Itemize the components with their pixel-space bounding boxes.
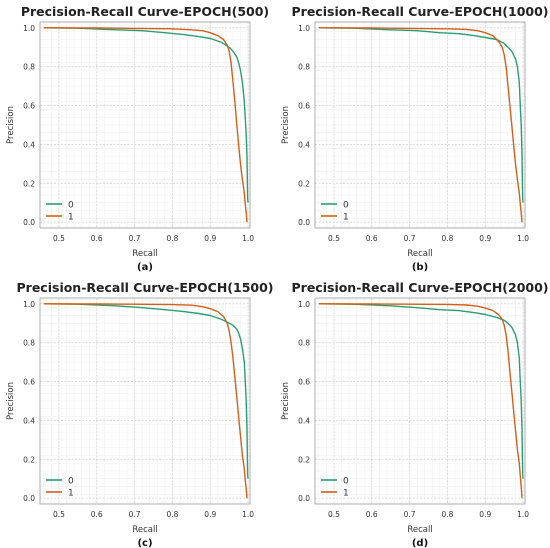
x-tick-label: 0.7 — [404, 510, 416, 519]
legend-label: 0 — [68, 201, 74, 211]
series-line-0 — [318, 303, 524, 479]
y-tick-label: 0.6 — [23, 102, 35, 111]
plot-frame — [314, 21, 526, 229]
y-tick-label: 0.8 — [298, 63, 310, 72]
chart-title: Precision-Recall Curve-EPOCH(1500) — [17, 280, 274, 295]
chart-panel-2: Precision-Recall Curve-EPOCH(1000) 0.5 0.6… — [281, 4, 549, 273]
y-tick-label: 0.2 — [23, 455, 35, 464]
series-line-1 — [318, 303, 523, 499]
y-axis-label: Precision — [281, 106, 291, 144]
chart-title: Precision-Recall Curve-EPOCH(2000) — [292, 280, 549, 295]
legend-label: 0 — [343, 477, 349, 487]
major-grid — [315, 22, 525, 228]
x-axis-label: Recall — [407, 525, 432, 535]
y-tick-label: 0.8 — [23, 339, 35, 348]
x-tick-label: 0.5 — [53, 234, 65, 243]
chart-title: Precision-Recall Curve-EPOCH(500) — [21, 4, 269, 19]
y-tick-label: 0.0 — [298, 494, 310, 503]
y-tick-label: 0.6 — [23, 378, 35, 387]
x-tick-label: 0.9 — [479, 510, 491, 519]
y-tick-label: 0.6 — [298, 102, 310, 111]
plot-frame — [39, 297, 251, 505]
x-tick-label: 1.0 — [517, 234, 529, 243]
series-line-0 — [43, 27, 249, 203]
y-tick-label: 0.2 — [298, 455, 310, 464]
panel-caption: (b) — [412, 262, 428, 273]
chart-title: Precision-Recall Curve-EPOCH(1000) — [292, 4, 549, 19]
x-tick-label: 0.8 — [441, 234, 453, 243]
y-tick-label: 1.0 — [23, 300, 35, 309]
y-tick-label: 0.8 — [23, 63, 35, 72]
legend: 01 — [46, 477, 74, 499]
legend-label: 0 — [68, 477, 74, 487]
x-axis-label: Recall — [407, 249, 432, 259]
minor-grid — [40, 298, 250, 504]
plot-frame — [314, 297, 526, 505]
x-tick-label: 0.8 — [166, 234, 178, 243]
x-tick-label: 1.0 — [517, 510, 529, 519]
x-tick-label: 0.6 — [91, 510, 103, 519]
chart-panel-4: Precision-Recall Curve-EPOCH(2000) 0.5 0.6… — [281, 280, 549, 548]
y-tick-label: 0.8 — [298, 339, 310, 348]
y-tick-label: 1.0 — [298, 24, 310, 33]
x-tick-label: 0.5 — [328, 234, 340, 243]
y-tick-label: 0.4 — [23, 416, 35, 425]
y-tick-label: 0.4 — [298, 416, 310, 425]
legend-label: 0 — [343, 201, 349, 211]
y-tick-label: 0.0 — [298, 218, 310, 227]
series-line-1 — [43, 303, 248, 499]
series-line-1 — [43, 27, 248, 223]
y-tick-label: 0.2 — [298, 179, 310, 188]
y-tick-label: 1.0 — [23, 24, 35, 33]
x-tick-label: 0.8 — [441, 510, 453, 519]
panel-caption: (d) — [412, 538, 428, 548]
legend-label: 1 — [68, 213, 74, 223]
x-tick-label: 0.9 — [204, 510, 216, 519]
panel-caption: (c) — [137, 538, 152, 548]
x-tick-label: 0.9 — [204, 234, 216, 243]
x-tick-label: 0.8 — [166, 510, 178, 519]
y-tick-label: 0.2 — [23, 179, 35, 188]
y-tick-label: 0.6 — [298, 378, 310, 387]
x-tick-label: 0.6 — [366, 510, 378, 519]
panel-caption: (a) — [137, 262, 153, 273]
x-tick-label: 0.7 — [404, 234, 416, 243]
x-tick-label: 1.0 — [242, 234, 254, 243]
legend: 01 — [321, 201, 349, 223]
y-tick-label: 0.0 — [23, 494, 35, 503]
x-tick-label: 0.7 — [129, 234, 141, 243]
x-tick-label: 0.5 — [53, 510, 65, 519]
x-tick-label: 1.0 — [242, 510, 254, 519]
x-tick-label: 0.7 — [129, 510, 141, 519]
legend: 01 — [46, 201, 74, 223]
y-tick-label: 1.0 — [298, 300, 310, 309]
minor-grid — [40, 22, 250, 228]
series-line-0 — [318, 27, 524, 203]
legend-label: 1 — [343, 213, 349, 223]
x-tick-label: 0.5 — [328, 510, 340, 519]
series-line-0 — [43, 303, 249, 479]
x-axis-label: Recall — [132, 249, 157, 259]
x-tick-label: 0.6 — [91, 234, 103, 243]
series-line-1 — [318, 27, 523, 223]
y-tick-label: 0.4 — [23, 140, 35, 149]
chart-panel-3: Precision-Recall Curve-EPOCH(1500) 0.5 0.6… — [6, 280, 274, 548]
x-axis-label: Recall — [132, 525, 157, 535]
x-tick-label: 0.6 — [366, 234, 378, 243]
legend: 01 — [321, 477, 349, 499]
major-grid — [315, 298, 525, 504]
legend-label: 1 — [343, 489, 349, 499]
y-axis-label: Precision — [281, 382, 291, 420]
legend-label: 1 — [68, 489, 74, 499]
x-tick-label: 0.9 — [479, 234, 491, 243]
plot-frame — [39, 21, 251, 229]
y-axis-label: Precision — [6, 106, 16, 144]
y-tick-label: 0.0 — [23, 218, 35, 227]
y-axis-label: Precision — [6, 382, 16, 420]
chart-panel-1: Precision-Recall Curve-EPOCH(500) 0.5 0.6 0… — [6, 4, 269, 273]
y-tick-label: 0.4 — [298, 140, 310, 149]
